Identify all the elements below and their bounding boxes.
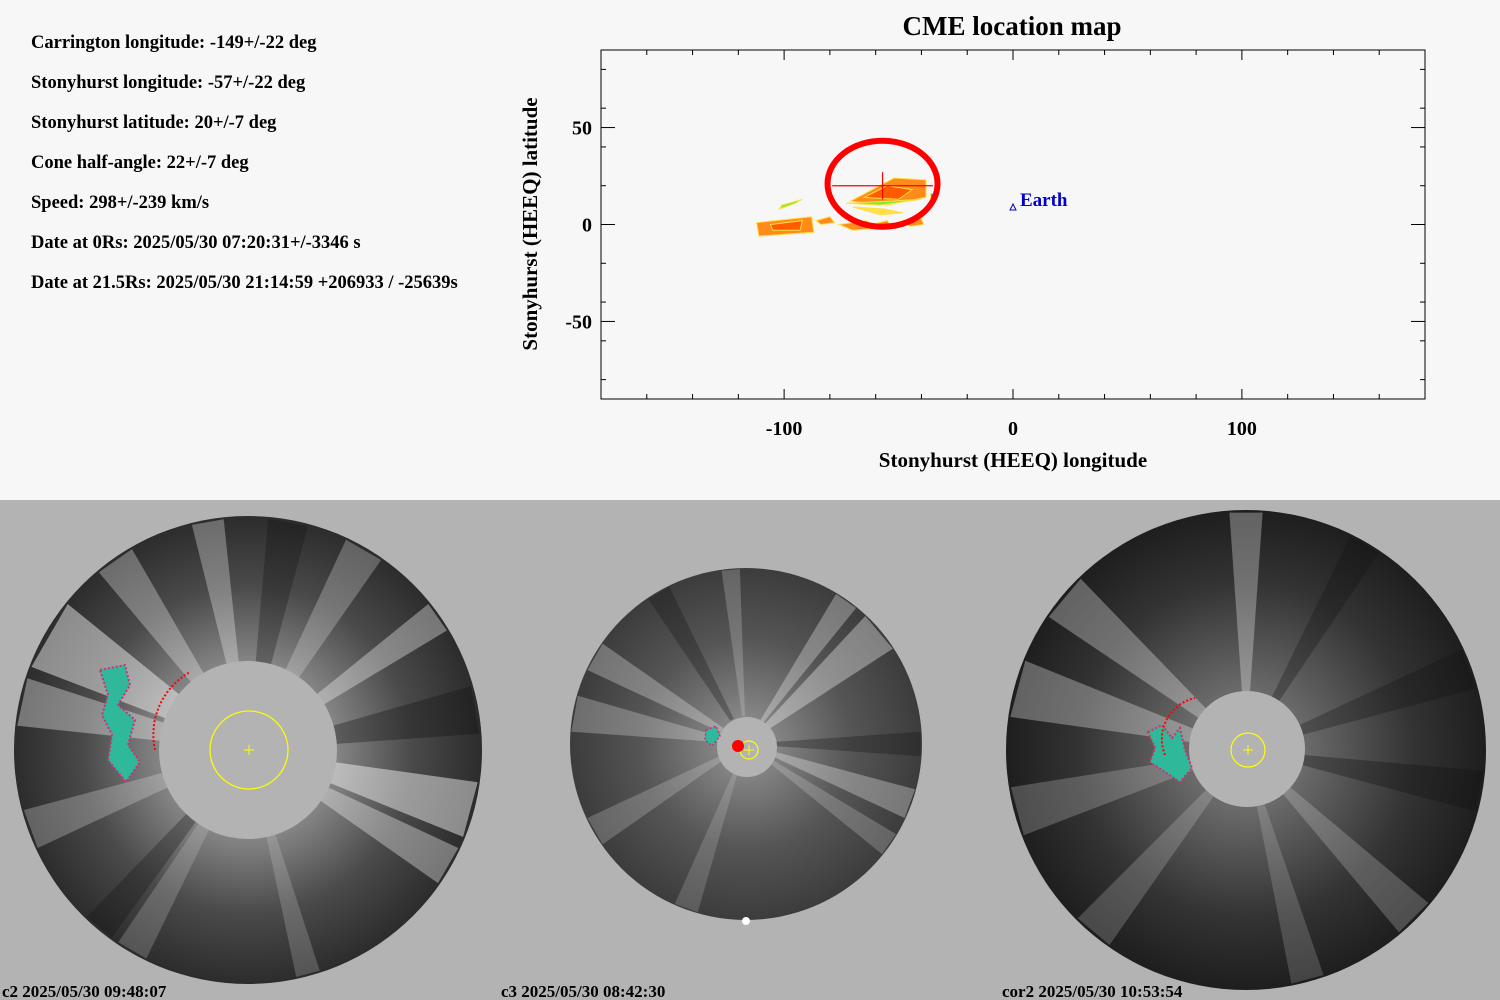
c3-occulter-disk xyxy=(717,717,777,777)
c3-cme-detection xyxy=(704,725,721,748)
cor2-sun-center-marker xyxy=(1243,745,1253,755)
earth-marker xyxy=(1009,202,1017,211)
streamer-ray xyxy=(98,549,206,685)
cme-location-map: CME location map Earth -100 0 100 50 0 -50 St… xyxy=(518,11,1426,472)
streamer-ray xyxy=(648,586,734,721)
streamer-ray xyxy=(1229,512,1263,696)
streamer-ray xyxy=(771,751,915,818)
streamer-ray xyxy=(317,785,459,884)
streamer-ray xyxy=(329,686,480,745)
cor2-occulter-disk xyxy=(1189,691,1305,807)
cor2-label: cor2 2025/05/30 10:53:54 xyxy=(1002,982,1183,1000)
tick-labels: -100 0 100 50 0 -50 xyxy=(565,118,1257,440)
date-21-5rs-text: Date at 21.5Rs: 2025/05/30 21:14:59 +206… xyxy=(31,273,458,293)
streamer-ray xyxy=(31,604,182,720)
streamer-ray xyxy=(721,569,745,717)
y-tick-label: 0 xyxy=(582,215,592,237)
c2-cme-cone-outline xyxy=(152,671,191,751)
cor2-streamer-rays xyxy=(1010,512,1484,984)
c3-streamer-rays xyxy=(571,569,921,913)
date-0rs-text: Date at 0Rs: 2025/05/30 07:20:31+/-3346 … xyxy=(31,233,361,253)
y-tick-label: -50 xyxy=(565,311,592,333)
c3-cme-marker xyxy=(732,740,744,752)
cor2-cme-cone-outline xyxy=(1160,697,1196,756)
speed-text: Speed: 298+/-239 km/s xyxy=(31,193,210,213)
streamer-ray xyxy=(773,731,921,757)
cme-location-panel: Carrington longitude: -149+/-22 deg Ston… xyxy=(31,11,1426,472)
streamer-ray xyxy=(86,811,198,938)
earth-label: Earth xyxy=(1020,190,1068,211)
c2-sun-center-marker xyxy=(244,745,254,755)
x-tick-label: -100 xyxy=(766,418,803,440)
c3-coronagraph-image: c3 2025/05/30 08:42:30 xyxy=(501,568,922,1000)
cme-marker-layer: Earth xyxy=(824,137,1068,230)
cme-detection-blob xyxy=(852,206,904,216)
c3-sun-center-marker xyxy=(744,745,754,755)
streamer-ray xyxy=(191,519,240,668)
stonyhurst-longitude-text: Stonyhurst longitude: -57+/-22 deg xyxy=(31,73,306,93)
streamer-ray xyxy=(1295,649,1476,736)
axis-ticks xyxy=(600,50,1426,399)
streamer-ray xyxy=(283,539,382,681)
cme-detection-blob xyxy=(769,220,804,231)
coronagraph-images: c2 2025/05/30 09:48:07 c3 2025/05/30 08:… xyxy=(2,510,1486,1000)
cme-detection-blob xyxy=(815,216,836,226)
map-title: CME location map xyxy=(903,11,1122,41)
streamer-ray xyxy=(118,820,211,959)
streamer-ray xyxy=(1299,754,1484,812)
plot-frame xyxy=(600,49,1426,400)
cme-detection-blob xyxy=(845,198,922,206)
streamer-ray xyxy=(587,755,724,845)
streamer-ray xyxy=(765,616,893,729)
y-axis-label: Stonyhurst (HEEQ) latitude xyxy=(518,97,542,350)
streamer-ray xyxy=(760,594,857,723)
cone-half-angle-text: Cone half-angle: 22+/-7 deg xyxy=(31,153,249,173)
c2-label: c2 2025/05/30 09:48:07 xyxy=(2,982,167,1000)
streamer-ray xyxy=(23,772,172,848)
streamer-ray xyxy=(1077,788,1215,945)
x-tick-label: 0 xyxy=(1008,418,1018,440)
streamer-ray xyxy=(1048,578,1208,720)
coronagraph-panel: c2 2025/05/30 09:48:07 c3 2025/05/30 08:… xyxy=(0,500,1500,1000)
streamer-ray xyxy=(1270,536,1380,705)
streamer-ray xyxy=(674,769,739,913)
cme-parameters: Carrington longitude: -149+/-22 deg Ston… xyxy=(31,30,458,310)
streamer-ray xyxy=(767,758,896,855)
c3-label: c3 2025/05/30 08:42:30 xyxy=(501,982,665,1000)
cor2-sun-outline xyxy=(1230,732,1266,768)
c2-cme-detection xyxy=(98,663,142,784)
streamer-ray xyxy=(1010,758,1195,836)
streamer-ray xyxy=(587,643,724,733)
c2-coronagraph-image: c2 2025/05/30 09:48:07 xyxy=(2,516,482,1000)
cor2-coronagraph-image: cor2 2025/05/30 10:53:54 xyxy=(1002,510,1486,1000)
stonyhurst-latitude-text: Stonyhurst latitude: 20+/-7 deg xyxy=(31,113,277,133)
streamer-ray xyxy=(1010,660,1195,743)
streamer-ray xyxy=(265,830,320,977)
cme-detection-blob xyxy=(778,198,803,210)
x-axis-label: Stonyhurst (HEEQ) longitude xyxy=(879,448,1147,472)
streamer-ray xyxy=(1281,785,1429,933)
x-tick-label: 100 xyxy=(1227,418,1257,440)
c2-sun-outline xyxy=(209,710,289,790)
y-tick-label: 50 xyxy=(572,118,592,140)
streamer-ray xyxy=(314,604,447,707)
streamer-ray xyxy=(326,761,478,837)
cme-detection-blobs xyxy=(756,177,936,237)
cme-location-circle xyxy=(824,137,941,230)
streamer-ray xyxy=(1256,802,1324,984)
streamer-ray xyxy=(571,695,720,742)
cor2-cme-detection xyxy=(1146,723,1194,784)
carrington-longitude-text: Carrington longitude: -149+/-22 deg xyxy=(31,33,317,53)
streamer-ray xyxy=(255,518,308,668)
c3-bright-spot xyxy=(742,917,750,925)
c2-streamer-rays xyxy=(17,518,480,977)
cme-detection-blob xyxy=(862,185,914,200)
